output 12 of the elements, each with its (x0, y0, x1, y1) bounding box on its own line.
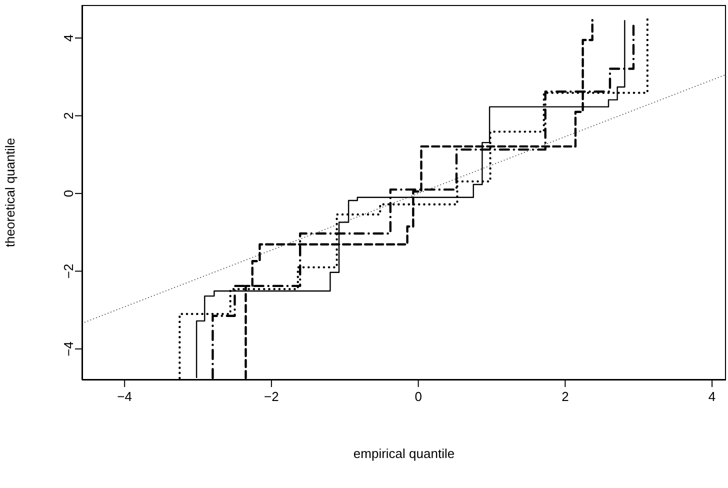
x-tick-label: −4 (117, 389, 132, 404)
x-tick-label: −2 (264, 389, 279, 404)
x-tick-label: 0 (414, 389, 422, 404)
y-tick-label: −4 (61, 342, 76, 356)
y-tick-label: 4 (61, 34, 76, 42)
x-axis-title: empirical quantile (353, 446, 455, 461)
y-axis-title: theoretical quantile (2, 138, 18, 248)
y-tick-label: 2 (61, 112, 76, 120)
y-tick-label: −2 (61, 264, 76, 279)
x-tick-label: 4 (708, 389, 716, 404)
x-tick-label: 2 (562, 389, 569, 404)
y-tick-label: 0 (61, 190, 76, 198)
